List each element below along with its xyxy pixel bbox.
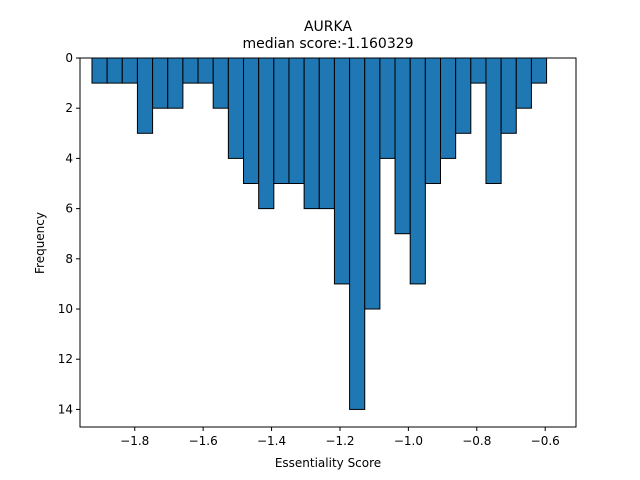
histogram-bar xyxy=(167,57,184,109)
histogram-bar xyxy=(379,57,396,159)
x-tick-label: −1.2 xyxy=(325,434,354,448)
bars-group xyxy=(91,57,548,410)
histogram-bar xyxy=(106,57,123,84)
histogram-bar xyxy=(515,57,532,109)
x-tick-label: −1.4 xyxy=(257,434,286,448)
histogram-bar xyxy=(394,57,411,235)
y-tick-label: 0 xyxy=(65,51,73,65)
x-tick-label: −0.6 xyxy=(531,434,560,448)
histogram-bar xyxy=(500,57,517,134)
y-tick-label: 8 xyxy=(65,252,73,266)
histogram-bar xyxy=(197,57,214,84)
histogram-bar xyxy=(227,57,245,159)
x-axis-ticks: −1.8 −1.6 −1.4 −1.2 −1.0 −0.8 −0.6 xyxy=(120,427,560,448)
histogram-bar xyxy=(409,57,426,285)
histogram-bar xyxy=(273,57,290,185)
histogram-bar xyxy=(333,57,351,285)
histogram-bar xyxy=(243,57,260,185)
chart-title: AURKA xyxy=(304,19,352,35)
y-tick-label: 14 xyxy=(58,402,73,416)
histogram-bar xyxy=(364,57,381,310)
histogram-bar xyxy=(318,57,335,210)
y-axis-label: Frequency xyxy=(33,212,47,274)
x-tick-label: −0.8 xyxy=(462,434,491,448)
y-tick-label: 6 xyxy=(65,202,73,216)
y-tick-label: 2 xyxy=(65,101,73,115)
histogram-bar xyxy=(121,57,138,84)
y-tick-label: 10 xyxy=(58,302,73,316)
histogram-bar xyxy=(288,57,305,185)
histogram-bar xyxy=(349,57,366,410)
histogram-bar xyxy=(455,57,472,134)
y-axis-ticks: 0 2 4 6 8 10 12 14 xyxy=(58,51,80,416)
chart-subtitle: median score:-1.160329 xyxy=(242,36,413,52)
histogram-bar xyxy=(485,57,502,185)
histogram-bar xyxy=(136,57,154,134)
x-axis-label: Essentiality Score xyxy=(275,456,381,470)
histogram-bar xyxy=(303,57,320,210)
histogram-bar xyxy=(182,57,199,84)
histogram-bar xyxy=(440,57,457,159)
x-tick-label: −1.8 xyxy=(120,434,149,448)
x-tick-label: −1.6 xyxy=(189,434,218,448)
histogram-bar xyxy=(530,57,548,84)
histogram-bar xyxy=(470,57,487,84)
plot-frame xyxy=(79,57,577,428)
histogram-bar xyxy=(424,57,442,185)
histogram-bar xyxy=(91,57,108,84)
y-tick-label: 12 xyxy=(58,352,73,366)
histogram-bar xyxy=(212,57,229,109)
histogram-bar xyxy=(152,57,169,109)
histogram-bar xyxy=(258,57,275,210)
y-tick-label: 4 xyxy=(65,151,73,165)
x-tick-label: −1.0 xyxy=(394,434,423,448)
